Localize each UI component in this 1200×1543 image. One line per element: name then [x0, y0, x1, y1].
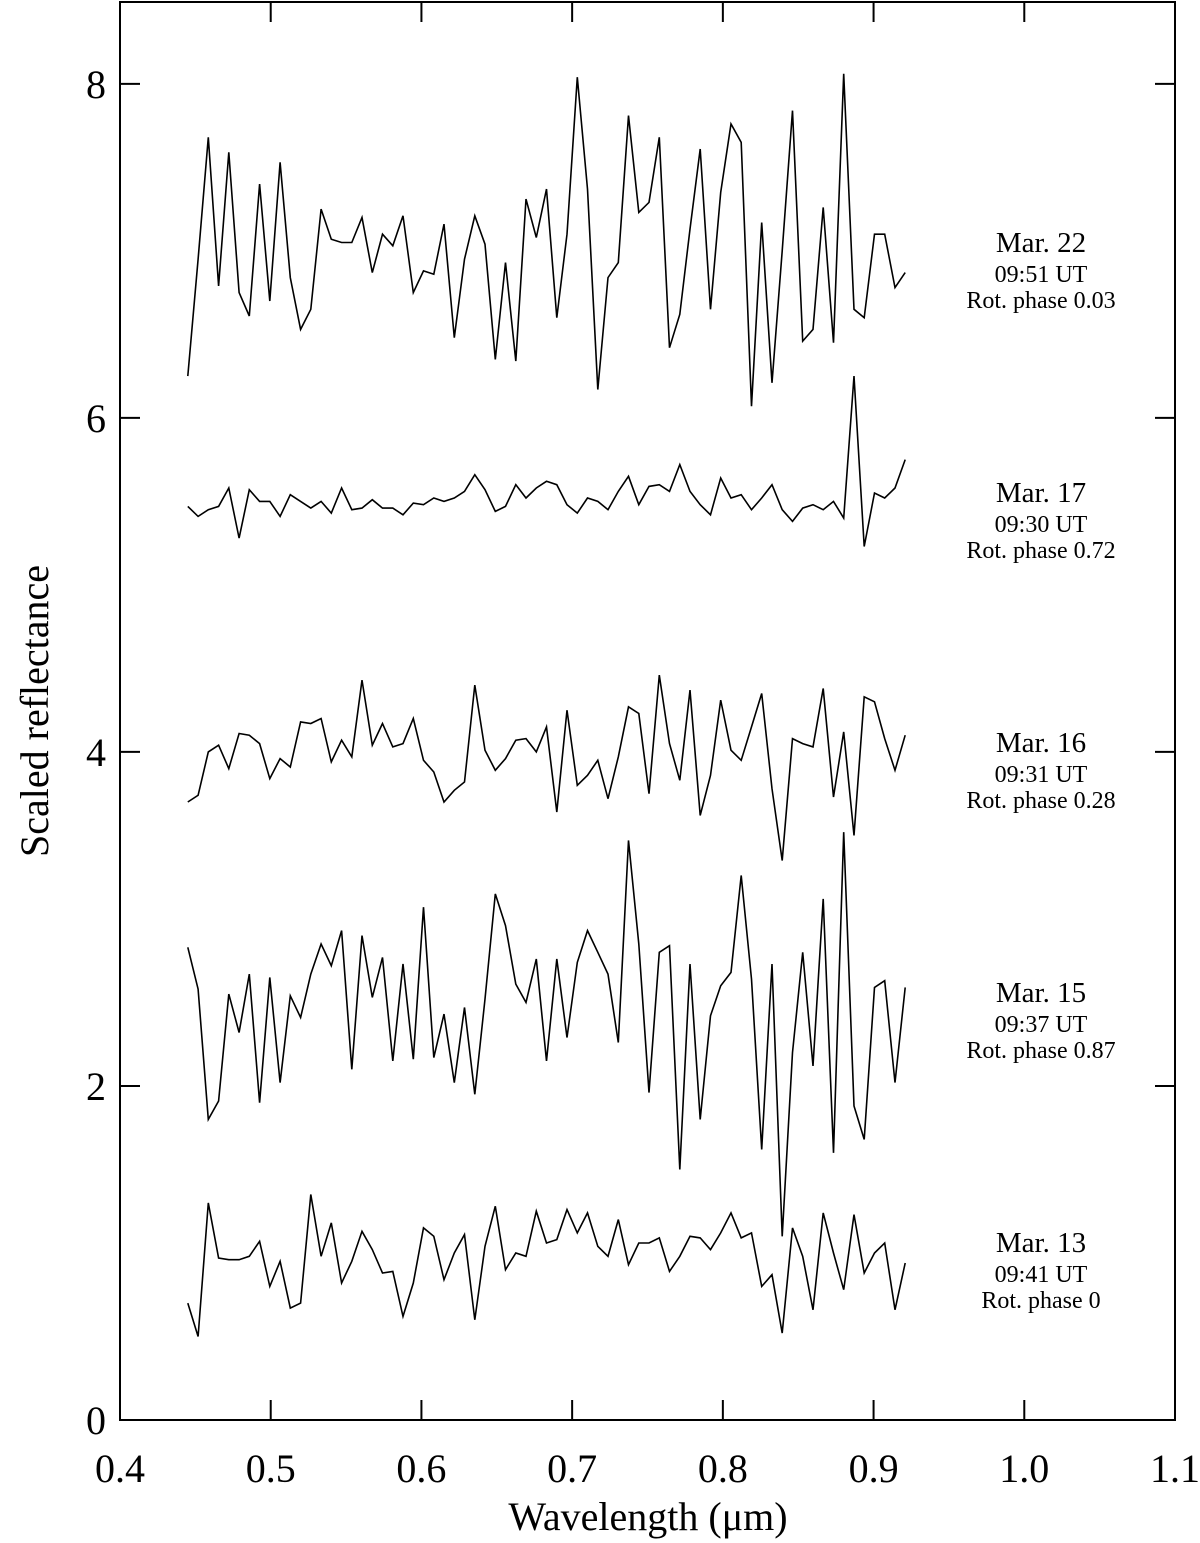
- x-axis-title: Wavelength (μm): [508, 1494, 787, 1539]
- series-note: 09:31 UT: [995, 762, 1088, 788]
- series-note: Rot. phase 0.03: [966, 288, 1115, 314]
- y-tick-label: 4: [86, 730, 106, 775]
- series-note: Rot. phase 0: [981, 1288, 1100, 1314]
- series-note: Rot. phase 0.87: [966, 1038, 1115, 1064]
- series-note: 09:37 UT: [995, 1012, 1088, 1038]
- x-tick-label: 0.5: [246, 1446, 296, 1491]
- series-note: 09:51 UT: [995, 262, 1088, 288]
- series-note: 09:41 UT: [995, 1262, 1088, 1288]
- spectrum-line: [187, 376, 906, 547]
- series-label: Mar. 15: [996, 977, 1086, 1009]
- x-tick-label: 1.0: [999, 1446, 1049, 1491]
- series-label: Mar. 16: [996, 727, 1086, 759]
- x-tick-label: 0.8: [698, 1446, 748, 1491]
- spectrum-line: [187, 1194, 906, 1337]
- x-tick-label: 1.1: [1150, 1446, 1200, 1491]
- y-tick-label: 8: [86, 62, 106, 107]
- spectrum-line: [187, 674, 906, 861]
- series-note: 09:30 UT: [995, 512, 1088, 538]
- x-tick-label: 0.4: [95, 1446, 145, 1491]
- x-tick-label: 0.7: [547, 1446, 597, 1491]
- series-label: Mar. 22: [996, 227, 1086, 259]
- y-tick-label: 6: [86, 396, 106, 441]
- spectrum-line: [187, 73, 906, 407]
- y-axis-title: Scaled reflectance: [12, 565, 57, 857]
- y-tick-label: 2: [86, 1064, 106, 1109]
- plot-frame: [119, 1, 1176, 1421]
- series-note: Rot. phase 0.72: [966, 538, 1115, 564]
- y-tick-label: 0: [86, 1398, 106, 1443]
- x-tick-label: 0.6: [396, 1446, 446, 1491]
- x-tick-label: 0.9: [849, 1446, 899, 1491]
- series-label: Mar. 13: [996, 1227, 1086, 1259]
- series-note: Rot. phase 0.28: [966, 788, 1115, 814]
- spectrum-line: [187, 832, 906, 1237]
- series-label: Mar. 17: [996, 477, 1086, 509]
